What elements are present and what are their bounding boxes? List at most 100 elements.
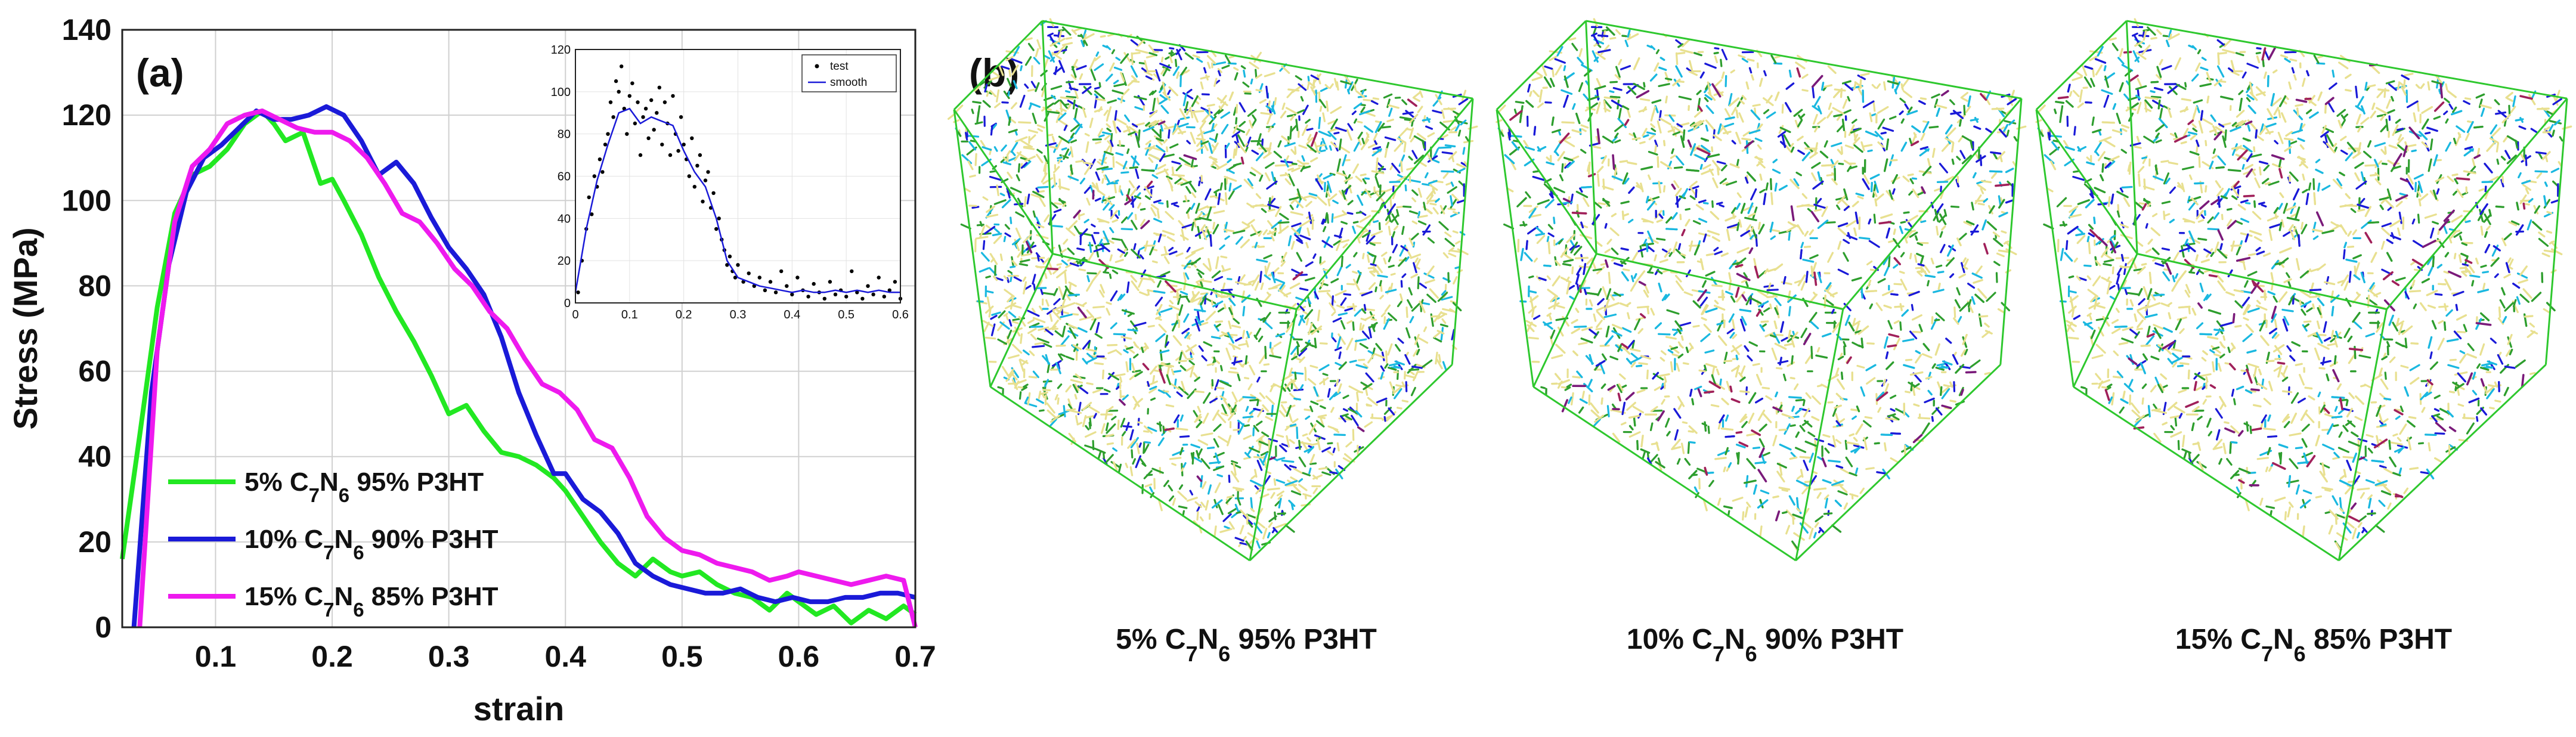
bond [1867, 279, 1872, 287]
bond [1737, 451, 1740, 465]
bond [1398, 127, 1408, 138]
bond [1063, 405, 1066, 417]
bond [1043, 54, 1051, 60]
bond [1250, 203, 1264, 208]
bond [1294, 146, 1297, 154]
bond [1045, 329, 1054, 336]
bond [1336, 265, 1343, 277]
bond [1451, 329, 1455, 340]
bond [1372, 97, 1379, 100]
bond [1802, 521, 1812, 529]
bond [1209, 137, 1217, 142]
bond [1394, 141, 1404, 152]
bond [1717, 318, 1724, 332]
bond [1170, 288, 1182, 293]
bond [1212, 224, 1219, 234]
bond [1428, 179, 1438, 185]
bond [1239, 102, 1246, 113]
bond [1395, 384, 1403, 388]
bond [1457, 129, 1462, 137]
inset-test-point [768, 280, 773, 284]
bond [1922, 166, 1932, 176]
bond [1646, 44, 1653, 49]
bond [1618, 107, 1622, 120]
bond [1736, 444, 1746, 448]
bond [1620, 247, 1629, 251]
bond [1306, 436, 1311, 442]
bond [988, 76, 1000, 81]
bond [1884, 442, 1887, 452]
bond [1750, 234, 1754, 240]
bond [1661, 350, 1667, 355]
bond [1300, 165, 1305, 172]
bond [1168, 247, 1174, 252]
bond [1355, 338, 1367, 342]
bond [1053, 298, 1061, 305]
bond [1909, 231, 1918, 238]
bond [1780, 321, 1785, 333]
bond [1787, 361, 1795, 367]
bond [1621, 401, 1626, 416]
bond [1106, 301, 1112, 305]
bond [1528, 275, 1534, 278]
bond [1385, 289, 1397, 293]
bond [1789, 456, 1798, 460]
bond [1186, 246, 1191, 253]
bond [1406, 166, 1416, 171]
bond [1384, 136, 1397, 141]
bond [1615, 66, 1621, 78]
bond [1310, 157, 1318, 163]
bond [1713, 79, 1723, 88]
bond [1973, 279, 1983, 284]
bond [1027, 327, 1037, 335]
bond [1593, 418, 1601, 427]
bond [1140, 219, 1146, 227]
bond [1068, 432, 1077, 443]
bond [1225, 347, 1232, 361]
bond [1321, 446, 1332, 453]
inset-test-point [714, 227, 719, 231]
bond [1157, 233, 1162, 243]
bond [1119, 188, 1124, 196]
bond [1100, 423, 1106, 434]
bond [1092, 439, 1095, 451]
bond [1506, 187, 1514, 193]
bond [1094, 63, 1104, 72]
bond [1262, 528, 1268, 540]
bond [1112, 461, 1118, 471]
bond [1259, 174, 1264, 182]
bond [1693, 52, 1702, 57]
bond [1201, 355, 1208, 362]
bond [1450, 126, 1457, 131]
bond [1260, 451, 1269, 456]
bond [1138, 61, 1146, 65]
inset-test-point [649, 98, 654, 103]
bond [1109, 62, 1115, 72]
bond [1357, 120, 1363, 124]
bond [1036, 154, 1044, 163]
bond [1271, 271, 1276, 283]
bond [1335, 290, 1347, 296]
bond [1254, 241, 1258, 249]
bond [1940, 386, 1949, 395]
bond [1967, 95, 1971, 107]
bond [1399, 116, 1413, 120]
bond [1921, 353, 1933, 359]
bond [1281, 103, 1286, 110]
bond [1157, 210, 1160, 219]
bond [1155, 333, 1166, 342]
bond [1837, 490, 1848, 496]
bond [1368, 282, 1376, 290]
bond [1151, 174, 1159, 179]
bond [1181, 380, 1186, 392]
bond [1419, 90, 1423, 98]
bond [1415, 258, 1421, 268]
bond [1788, 396, 1802, 399]
bond [1211, 499, 1223, 509]
bond [1268, 439, 1271, 451]
bond [1203, 392, 1211, 404]
bond [1340, 221, 1348, 225]
bond [1363, 363, 1369, 368]
bond [1440, 205, 1447, 214]
bond [991, 311, 1001, 316]
